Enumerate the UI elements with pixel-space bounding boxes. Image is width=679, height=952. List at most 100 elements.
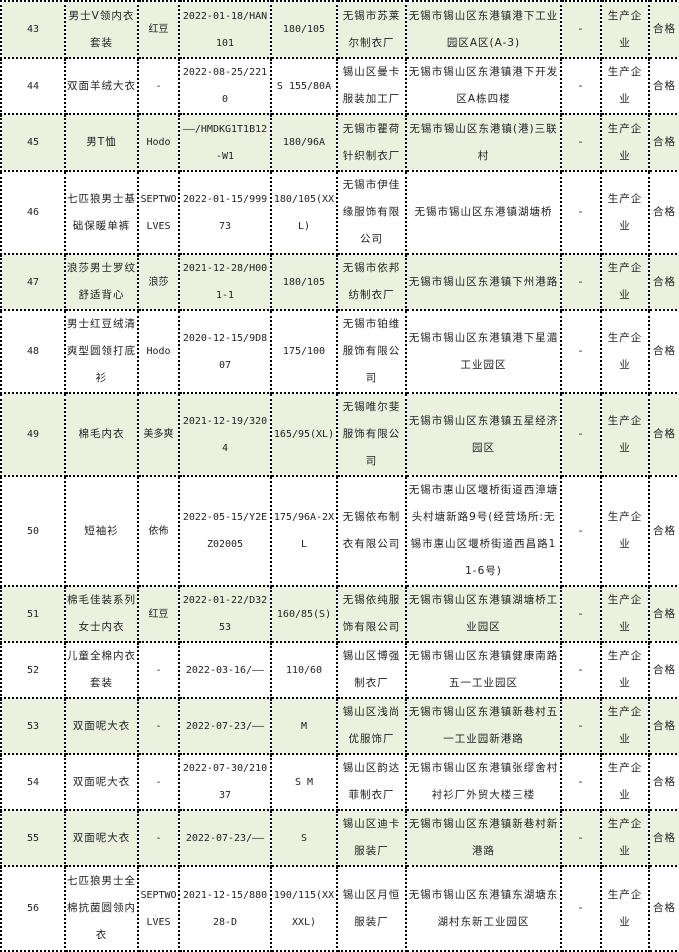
brand: 红豆 (137, 0, 180, 59)
enterprise-type: 生产企业 (600, 253, 650, 311)
producer-name: 锡山区博强制衣厂 (336, 641, 407, 699)
product-name: 男T恤 (64, 113, 139, 172)
brand: 红豆 (137, 585, 180, 643)
table-row: 46 七匹狼男士基础保暖单裤 SEPTWOLVES 2022-01-15/99973 1… (0, 170, 679, 255)
producer-name: 锡山区韵达菲制衣厂 (336, 753, 407, 811)
producer-address: 无锡市锡山区东港镇健康南路五一工业园区 (405, 641, 562, 699)
producer-name: 无锡市苏莱尔制衣厂 (336, 0, 407, 59)
specification: 175/100 (270, 309, 338, 394)
dash-cell: - (560, 392, 602, 477)
production-date-batch: ——/HMDKG1T1B12-W1 (178, 113, 272, 172)
dash-cell: - (560, 0, 602, 59)
product-name: 七匹狼男士基础保暖单裤 (64, 170, 139, 255)
brand: SEPTWOLVES (137, 170, 180, 255)
brand: Hodo (137, 113, 180, 172)
table-row: 55 双面呢大衣 -2022-07-23/—— S 锡山区迪卡服装厂 无锡市锡山区东港镇新… (0, 809, 679, 867)
producer-address: 无锡市锡山区东港镇新巷村新港路 (405, 809, 562, 867)
row-number: 51 (0, 585, 66, 643)
row-number: 52 (0, 641, 66, 699)
dash-cell: - (560, 641, 602, 699)
inspection-result: 合格 (648, 697, 679, 755)
producer-address: 无锡市锡山区东港镇湖塘桥 (405, 170, 562, 255)
table-row: 52 儿童全棉内衣套装 -2022-03-16/—— 110/60 锡山区博强制衣厂 无锡… (0, 641, 679, 699)
row-number: 55 (0, 809, 66, 867)
brand: SEPTWOLVES (137, 865, 180, 952)
enterprise-type: 生产企业 (600, 641, 650, 699)
brand: 浪莎 (137, 253, 180, 311)
enterprise-type: 生产企业 (600, 0, 650, 59)
dash-cell: - (560, 753, 602, 811)
producer-address: 无锡市锡山区东港镇(港)三联村 (405, 113, 562, 172)
production-date-batch: 2022-07-30/21037 (178, 753, 272, 811)
enterprise-type: 生产企业 (600, 475, 650, 587)
row-number: 50 (0, 475, 66, 587)
inspection-result: 合格 (648, 309, 679, 394)
table-row: 45 男T恤 Hodo ——/HMDKG1T1B12-W1 180/96A 无锡市瞿荷针织… (0, 113, 679, 172)
producer-name: 无锡依纯服饰有限公司 (336, 585, 407, 643)
producer-name: 锡山区迪卡服装厂 (336, 809, 407, 867)
inspection-result: 合格 (648, 865, 679, 952)
producer-address: 无锡市惠山区堰桥街道西漳塘头村塘新路9号(经营场所:无锡市惠山区堰桥街道西昌路1… (405, 475, 562, 587)
producer-address: 无锡市锡山区东港镇东湖塘东湖村东新工业园区 (405, 865, 562, 952)
enterprise-type: 生产企业 (600, 170, 650, 255)
production-date-batch: 2022-08-25/2210 (178, 57, 272, 115)
table-row: 49 棉毛内衣 美多爽 2021-12-19/3204 165/95(XL) 无锡唯尔斐服… (0, 392, 679, 477)
brand: 美多爽 (137, 392, 180, 477)
producer-address: 无锡市锡山区东港镇港下星湄工业园区 (405, 309, 562, 394)
dash-cell: - (560, 809, 602, 867)
specification: 180/105 (270, 253, 338, 311)
brand: - (137, 641, 180, 699)
specification: S 155/80A (270, 57, 338, 115)
product-name: 浪莎男士罗纹舒适背心 (64, 253, 139, 311)
enterprise-type: 生产企业 (600, 57, 650, 115)
specification: S (270, 809, 338, 867)
inspection-result: 合格 (648, 475, 679, 587)
table-row: 54 双面呢大衣 -2022-07-30/21037 S M 锡山区韵达菲制衣厂 无锡市锡… (0, 753, 679, 811)
table-row: 50 短袖衫 依佈 2022-05-15/Y2EZ02005 175/96A-2XL 无锡… (0, 475, 679, 587)
table-row: 56 七匹狼男士全棉抗菌圆领内衣 SEPTWOLVES 2021-12-15/8802… (0, 865, 679, 952)
production-date-batch: 2022-01-22/D3253 (178, 585, 272, 643)
dash-cell: - (560, 697, 602, 755)
enterprise-type: 生产企业 (600, 809, 650, 867)
table-row: 48 男士红豆绒清爽型圆领打底衫 Hodo 2020-12-15/9D807 175/1… (0, 309, 679, 394)
producer-address: 无锡市锡山区东港镇下州港路 (405, 253, 562, 311)
specification: M (270, 697, 338, 755)
dash-cell: - (560, 475, 602, 587)
enterprise-type: 生产企业 (600, 392, 650, 477)
table-row: 43 男士V领内衣套装 红豆 2022-01-18/HAN101 180/105 无锡市苏… (0, 0, 679, 59)
production-date-batch: 2022-03-16/—— (178, 641, 272, 699)
production-date-batch: 2022-01-15/99973 (178, 170, 272, 255)
producer-address: 无锡市锡山区东港镇五星经济园区 (405, 392, 562, 477)
enterprise-type: 生产企业 (600, 113, 650, 172)
specification: 175/96A-2XL (270, 475, 338, 587)
row-number: 48 (0, 309, 66, 394)
inspection-result: 合格 (648, 0, 679, 59)
producer-name: 锡山区曼卡服装加工厂 (336, 57, 407, 115)
product-name: 棉毛内衣 (64, 392, 139, 477)
producer-name: 锡山区月恒服装厂 (336, 865, 407, 952)
enterprise-type: 生产企业 (600, 585, 650, 643)
inspection-result: 合格 (648, 253, 679, 311)
producer-address: 无锡市锡山区东港镇港下工业园区A区(A-3) (405, 0, 562, 59)
producer-name: 无锡唯尔斐服饰有限公司 (336, 392, 407, 477)
dash-cell: - (560, 585, 602, 643)
product-name: 儿童全棉内衣套装 (64, 641, 139, 699)
specification: 110/60 (270, 641, 338, 699)
producer-address: 无锡市锡山区东港镇张缪舍村衬衫厂外贸大楼三楼 (405, 753, 562, 811)
row-number: 47 (0, 253, 66, 311)
inspection-result: 合格 (648, 809, 679, 867)
specification: 190/115(XXXXL) (270, 865, 338, 952)
row-number: 56 (0, 865, 66, 952)
inspection-result: 合格 (648, 113, 679, 172)
producer-address: 无锡市锡山区东港镇港下开发区A栋四楼 (405, 57, 562, 115)
product-name: 棉毛佳装系列女士内衣 (64, 585, 139, 643)
inspection-result: 合格 (648, 170, 679, 255)
production-date-batch: 2022-05-15/Y2EZ02005 (178, 475, 272, 587)
enterprise-type: 生产企业 (600, 753, 650, 811)
enterprise-type: 生产企业 (600, 865, 650, 952)
row-number: 43 (0, 0, 66, 59)
row-number: 53 (0, 697, 66, 755)
production-date-batch: 2020-12-15/9D807 (178, 309, 272, 394)
brand: Hodo (137, 309, 180, 394)
